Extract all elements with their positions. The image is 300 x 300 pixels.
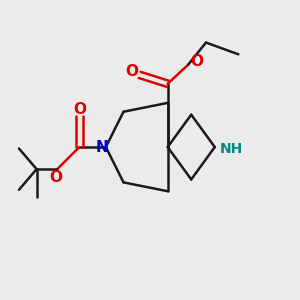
- Text: O: O: [73, 102, 86, 117]
- Text: NH: NH: [220, 142, 243, 155]
- Text: O: O: [49, 170, 62, 185]
- Text: O: O: [190, 54, 203, 69]
- Text: O: O: [125, 64, 138, 80]
- Text: N: N: [96, 140, 109, 154]
